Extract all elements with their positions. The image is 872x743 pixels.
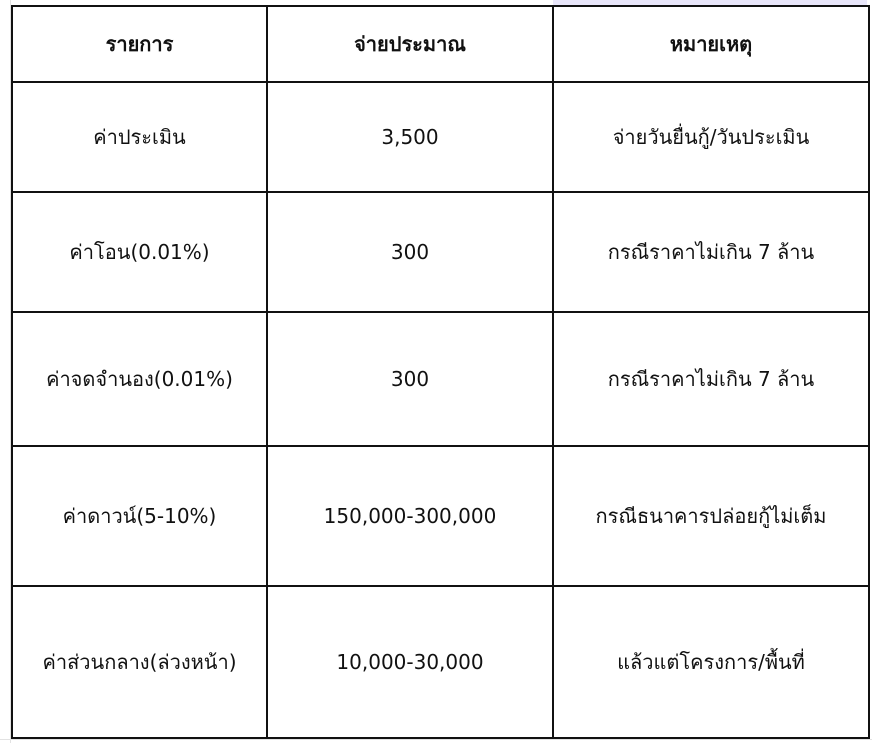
cell-amount[interactable]: 300 bbox=[266, 311, 554, 447]
cell-amount[interactable]: 300 bbox=[266, 191, 554, 313]
gridline bbox=[0, 739, 872, 740]
header-cell-amount[interactable]: จ่ายประมาณ bbox=[266, 5, 554, 83]
table-row: ค่าประเมิน 3,500 จ่ายวันยื่นกู้/วันประเม… bbox=[11, 81, 870, 193]
cell-item[interactable]: ค่าจดจำนอง(0.01%) bbox=[11, 311, 268, 447]
cell-item[interactable]: ค่าโอน(0.01%) bbox=[11, 191, 268, 313]
header-cell-note[interactable]: หมายเหตุ bbox=[552, 5, 870, 83]
cell-item[interactable]: ค่าดาวน์(5-10%) bbox=[11, 445, 268, 587]
cell-item[interactable]: ค่าประเมิน bbox=[11, 81, 268, 193]
cell-amount[interactable]: 3,500 bbox=[266, 81, 554, 193]
gridline bbox=[10, 0, 11, 743]
cell-amount[interactable]: 10,000-30,000 bbox=[266, 585, 554, 739]
cell-note[interactable]: จ่ายวันยื่นกู้/วันประเมิน bbox=[552, 81, 870, 193]
cell-note[interactable]: กรณีธนาคารปล่อยกู้ไม่เต็ม bbox=[552, 445, 870, 587]
cost-table: รายการ จ่ายประมาณ หมายเหตุ ค่าประเมิน 3,… bbox=[11, 5, 870, 739]
cell-item[interactable]: ค่าส่วนกลาง(ล่วงหน้า) bbox=[11, 585, 268, 739]
cell-note[interactable]: กรณีราคาไม่เกิน 7 ล้าน bbox=[552, 191, 870, 313]
cell-amount[interactable]: 150,000-300,000 bbox=[266, 445, 554, 587]
header-cell-item[interactable]: รายการ bbox=[11, 5, 268, 83]
cell-note[interactable]: แล้วแต่โครงการ/พื้นที่ bbox=[552, 585, 870, 739]
table-row: ค่าจดจำนอง(0.01%) 300 กรณีราคาไม่เกิน 7 … bbox=[11, 311, 870, 447]
cell-note[interactable]: กรณีราคาไม่เกิน 7 ล้าน bbox=[552, 311, 870, 447]
table-row: ค่าดาวน์(5-10%) 150,000-300,000 กรณีธนาค… bbox=[11, 445, 870, 587]
column-selection-highlight bbox=[553, 0, 867, 5]
header-row: รายการ จ่ายประมาณ หมายเหตุ bbox=[11, 5, 870, 83]
table-row: ค่าส่วนกลาง(ล่วงหน้า) 10,000-30,000 แล้ว… bbox=[11, 585, 870, 739]
table-row: ค่าโอน(0.01%) 300 กรณีราคาไม่เกิน 7 ล้าน bbox=[11, 191, 870, 313]
